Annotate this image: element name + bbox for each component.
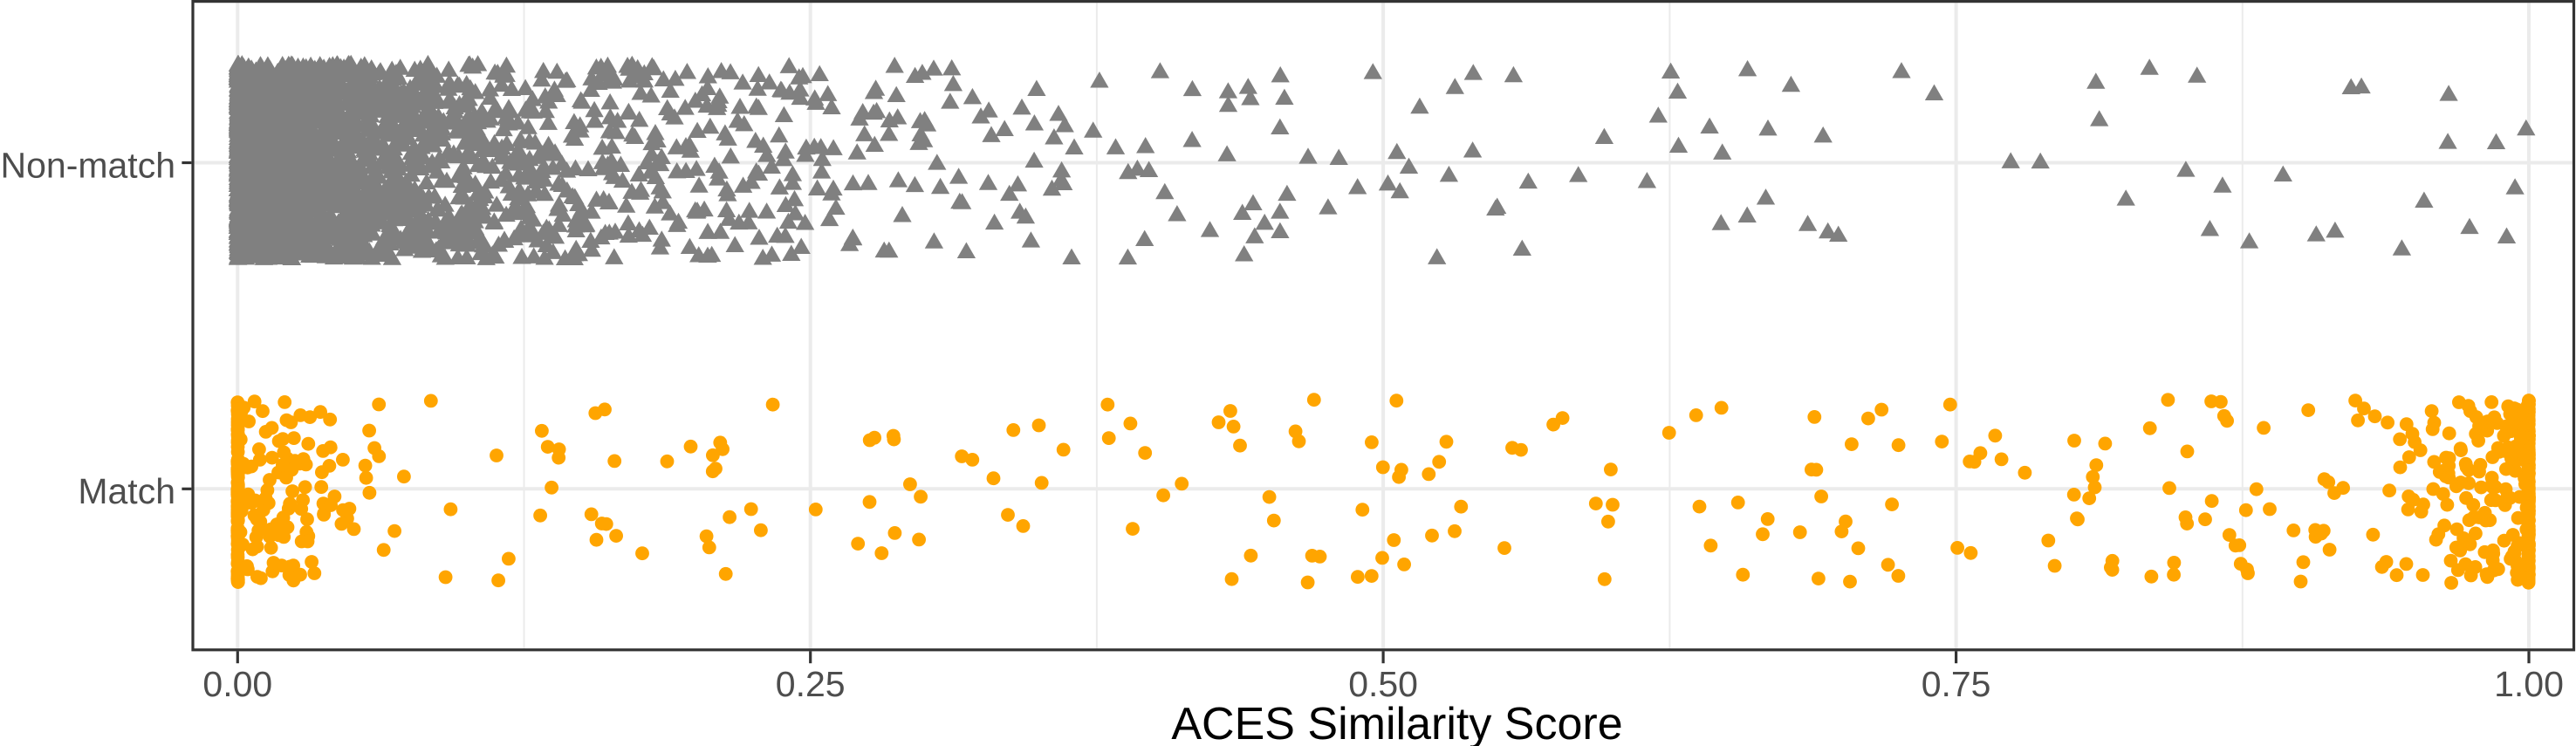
svg-text:0.75: 0.75: [1922, 664, 1991, 704]
svg-text:0.50: 0.50: [1348, 664, 1418, 704]
svg-text:0.25: 0.25: [776, 664, 846, 704]
svg-text:Match: Match: [78, 471, 175, 511]
svg-text:ACES Similarity Score: ACES Similarity Score: [1171, 699, 1622, 746]
svg-text:Non-match: Non-match: [0, 146, 175, 186]
svg-text:1.00: 1.00: [2494, 664, 2564, 704]
svg-text:0.00: 0.00: [202, 664, 272, 704]
